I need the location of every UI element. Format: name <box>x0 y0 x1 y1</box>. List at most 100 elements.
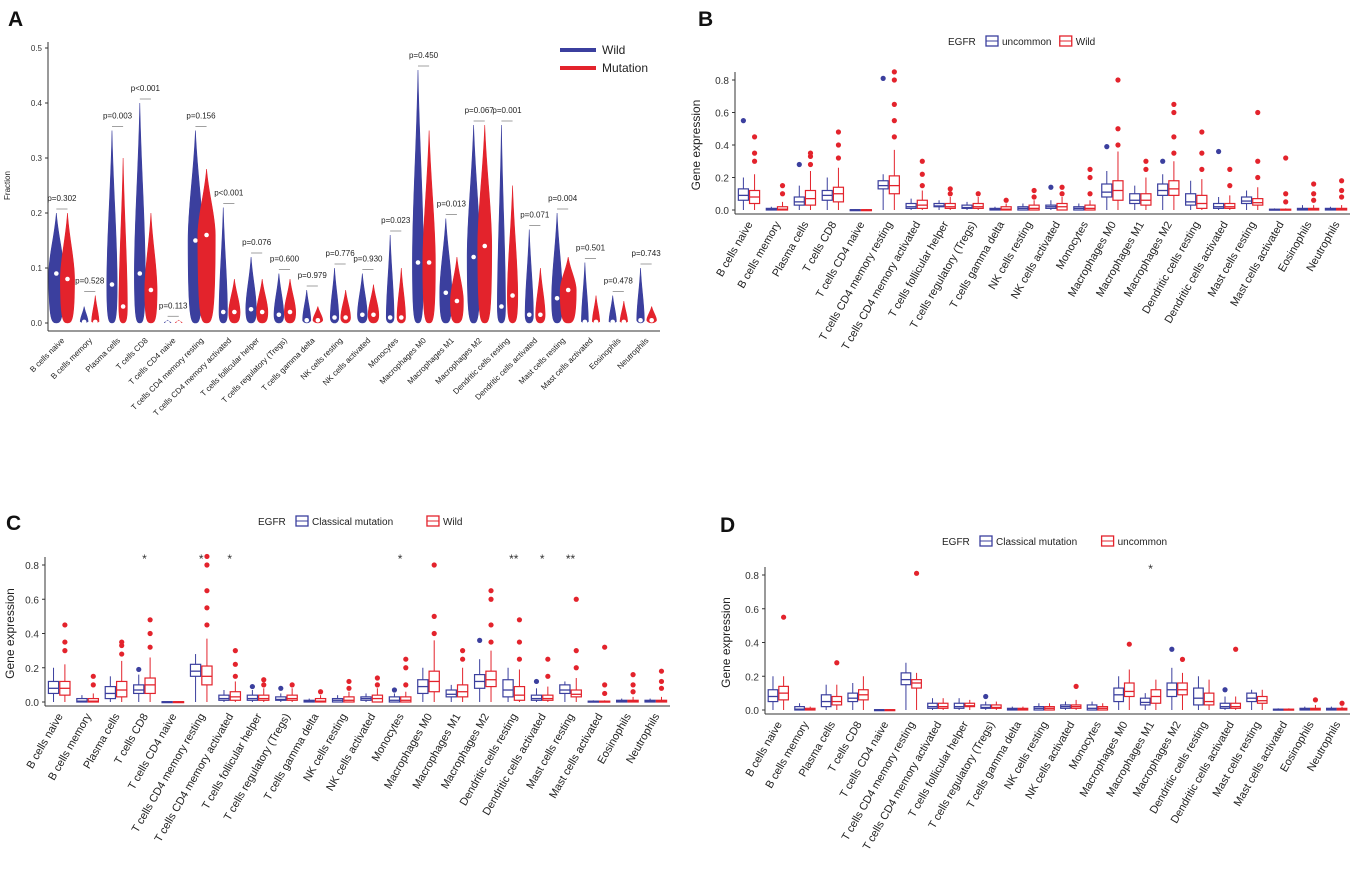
wild-macrophages-m1-outlier <box>460 656 466 662</box>
wild-t-cells-cd8-violin <box>134 102 146 324</box>
wild-b-cells-naive-outlier <box>751 150 758 156</box>
mutation-b-cells-naive-violin <box>60 212 75 324</box>
wild-macrophages-m1-box <box>456 684 469 698</box>
wild-b-cells-memory-median-point <box>81 319 87 325</box>
wild-nk-cells-resting-outlier <box>346 678 352 685</box>
pvalue-label: p=0.076 <box>242 238 272 247</box>
wild-t-cells-regulatory-tregs-box <box>972 202 984 209</box>
wild-t-cells-cd4-memory-resting-outlier <box>204 562 210 568</box>
classical-mutation-t-cells-follicular-helper-outlier <box>249 683 255 690</box>
classical-mutation-dendritic-cells-activated-outlier <box>1222 687 1228 693</box>
mutation-macrophages-m0-median-point <box>426 260 432 265</box>
wild-t-cells-cd4-memory-resting-outlier <box>891 77 897 83</box>
wild-monocytes-outlier <box>403 665 409 671</box>
mutation-t-cells-gamma-delta-median-point <box>315 317 321 323</box>
wild-monocytes-box <box>1084 204 1096 211</box>
legend-title: EGFR <box>258 517 286 528</box>
wild-t-cells-regulatory-tregs-outlier <box>975 191 981 197</box>
wild-t-cells-regulatory-tregs-box <box>286 694 298 701</box>
classical-mutation-t-cells-follicular-helper-box <box>953 702 965 709</box>
wild-t-cells-cd4-memory-resting-outlier <box>891 69 897 75</box>
significance-marker: * <box>199 552 204 566</box>
classical-mutation-mast-cells-resting-box <box>559 684 571 695</box>
wild-eosinophils-median-point <box>610 319 616 325</box>
pvalue-label: p=0.156 <box>186 112 216 121</box>
wild-nk-cells-activated-median-point <box>360 312 365 318</box>
uncommon-plasma-cells-outlier <box>796 161 802 168</box>
classical-mutation-plasma-cells-box <box>820 694 832 708</box>
mutation-b-cells-naive-median-point <box>65 276 70 282</box>
uncommon-dendritic-cells-resting-box <box>1185 193 1197 206</box>
wild-monocytes-violin <box>385 234 395 324</box>
wild-dendritic-cells-resting-violin <box>497 124 506 324</box>
wild-eosinophils-outlier <box>1311 197 1317 203</box>
wild-neutrophils-median-point <box>638 317 643 323</box>
mutation-nk-cells-resting-median-point <box>343 315 348 320</box>
mutation-b-cells-memory-violin <box>91 295 100 324</box>
classical-mutation-b-cells-naive-box <box>47 680 60 695</box>
mutation-plasma-cells-violin <box>118 157 128 324</box>
wild-nk-cells-resting-median-point <box>332 315 337 320</box>
uncommon-t-cells-follicular-helper-box <box>933 202 945 208</box>
mutation-plasma-cells-median-point <box>120 304 126 309</box>
uncommon-macrophages-m2-box <box>1157 183 1169 196</box>
wild-plasma-cells-outlier <box>807 150 814 156</box>
uncommon-dendritic-cells-resting-box <box>1203 692 1215 706</box>
wild-nk-cells-activated-outlier <box>1059 191 1065 197</box>
legend-title: EGFR <box>948 37 976 48</box>
y-tick-label: 0.3 <box>31 154 43 163</box>
y-tick-label: 0.0 <box>25 698 39 709</box>
wild-eosinophils-outlier <box>630 672 636 678</box>
uncommon-nk-cells-activated-outlier <box>1073 683 1079 689</box>
uncommon-macrophages-m0-box <box>1101 183 1113 198</box>
wild-nk-cells-activated-outlier <box>374 675 380 681</box>
wild-b-cells-memory-outlier <box>90 682 96 688</box>
wild-eosinophils-outlier <box>630 689 636 695</box>
wild-mast-cells-activated-outlier <box>602 682 608 688</box>
classical-mutation-t-cells-cd8-box <box>847 692 859 703</box>
wild-b-cells-naive-outlier <box>62 648 68 654</box>
x-category-label: T cells CD4 naive <box>127 336 178 387</box>
y-tick-label: 0.6 <box>715 109 729 120</box>
uncommon-macrophages-m0-outlier <box>1126 641 1132 647</box>
wild-t-cells-cd4-memory-activated-outlier <box>919 158 925 164</box>
wild-t-cells-cd4-memory-activated-outlier <box>919 183 925 189</box>
classical-mutation-dendritic-cells-resting-box <box>502 679 514 698</box>
pvalue-label: p=0.302 <box>47 194 77 203</box>
legend-label-uncommon: uncommon <box>1118 537 1167 548</box>
mutation-neutrophils-violin <box>646 306 657 324</box>
wild-monocytes-outlier <box>1087 166 1093 172</box>
classical-mutation-t-cells-cd4-memory-activated-box <box>927 702 938 709</box>
mutation-t-cells-cd4-naive-median-point <box>176 320 182 326</box>
wild-neutrophils-outlier <box>1339 187 1345 194</box>
wild-macrophages-m0-outlier <box>1115 126 1121 132</box>
uncommon-t-cells-regulatory-tregs-box <box>990 704 1002 709</box>
y-tick-label: 0.4 <box>31 99 43 108</box>
significance-marker: * <box>1148 562 1153 576</box>
wild-dendritic-cells-resting-median-point <box>499 304 504 309</box>
legend-mutation-label: Mutation <box>602 61 648 75</box>
wild-macrophages-m0-outlier <box>431 562 437 568</box>
significance-marker: ** <box>566 552 576 566</box>
wild-nk-cells-resting-violin <box>329 267 340 324</box>
uncommon-t-cells-cd4-memory-activated-box <box>905 202 917 209</box>
wild-t-cells-regulatory-tregs-median-point <box>276 312 282 318</box>
mutation-t-cells-follicular-helper-violin <box>256 278 269 324</box>
legend-label-wild: Wild <box>443 517 462 528</box>
legend-title: EGFR <box>942 537 970 548</box>
wild-nk-cells-activated-outlier <box>1059 184 1065 190</box>
wild-t-cells-cd4-memory-activated-box <box>229 691 242 701</box>
wild-b-cells-naive-outlier <box>62 639 68 645</box>
wild-monocytes-outlier <box>1087 174 1093 181</box>
classical-mutation-t-cells-cd4-memory-resting-box <box>900 672 912 686</box>
pvalue-label: p=0.023 <box>381 216 411 225</box>
y-tick-label: 0.2 <box>25 664 39 675</box>
y-tick-label: 0.4 <box>25 630 39 641</box>
wild-mast-cells-resting-outlier <box>1255 174 1261 181</box>
mutation-macrophages-m2-violin <box>477 124 493 324</box>
y-tick-label: 0.1 <box>31 264 43 273</box>
wild-monocytes-outlier <box>403 682 409 688</box>
mutation-t-cells-cd4-memory-resting-median-point <box>204 232 209 238</box>
wild-t-cells-follicular-helper-outlier <box>261 682 267 688</box>
uncommon-macrophages-m2-outlier <box>1160 158 1166 164</box>
